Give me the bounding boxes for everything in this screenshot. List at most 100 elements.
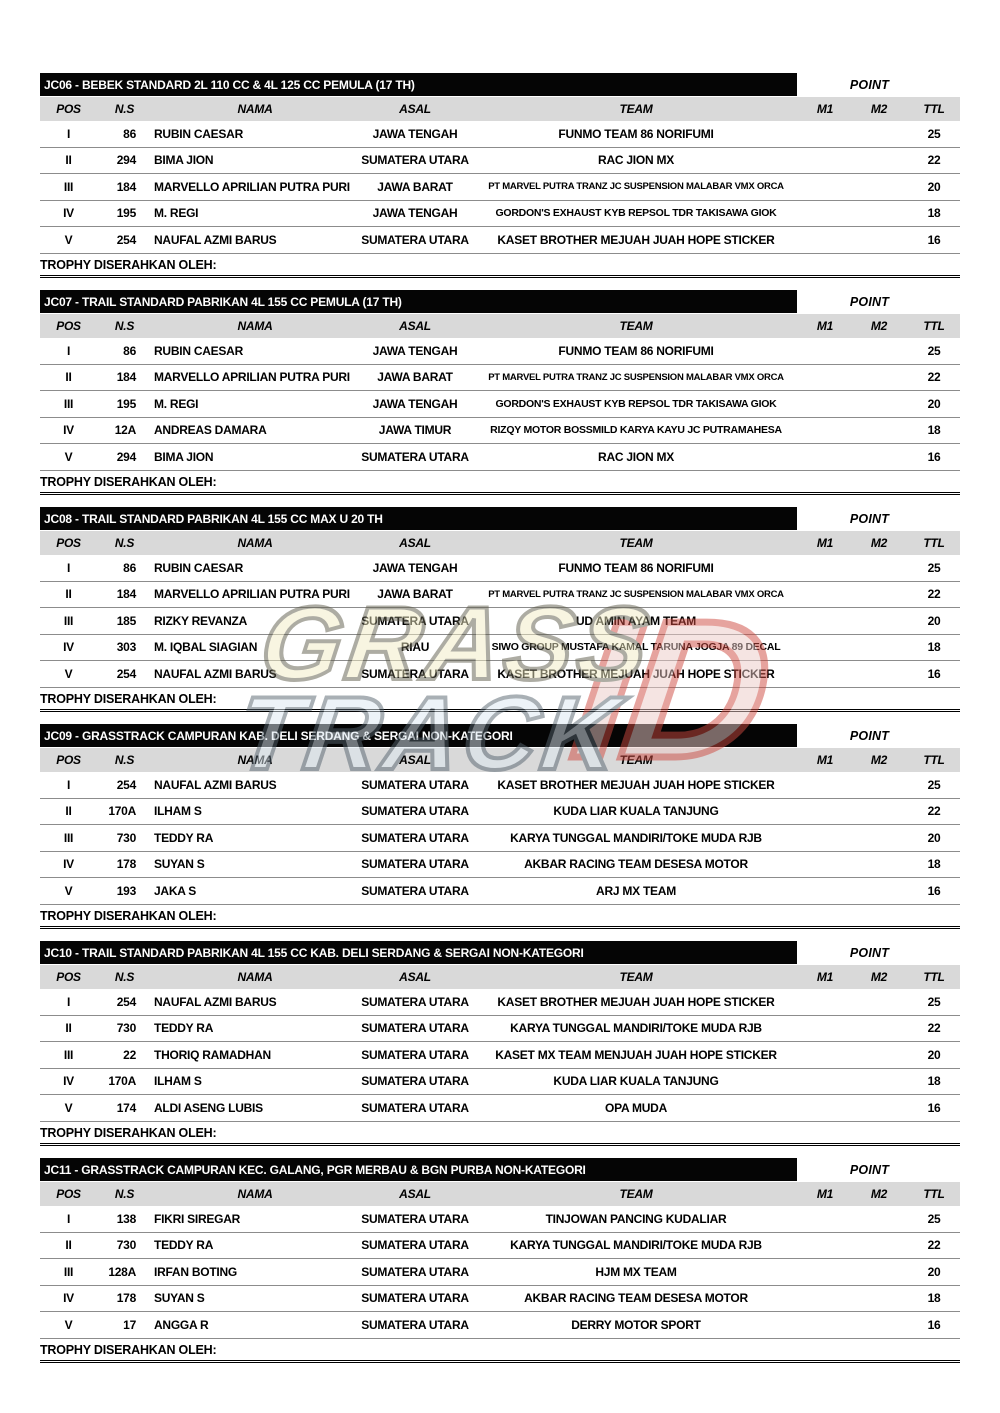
cell-team: KASET BROTHER MEJUAH JUAH HOPE STICKER — [497, 666, 775, 681]
cell-team: RAC JION MX — [598, 153, 674, 168]
cell-team: AKBAR RACING TEAM DESESA MOTOR — [524, 857, 748, 872]
cell-position: I — [66, 126, 71, 141]
cell-position: II — [65, 1238, 72, 1253]
column-header-pos: POS — [56, 970, 81, 984]
column-header-row: POS N.S NAMA ASAL TEAM M1 M2 TTL — [40, 965, 960, 989]
cell-team: KUDA LIAR KUALA TANJUNG — [553, 804, 719, 819]
cell-team: KARYA TUNGGAL MANDIRI/TOKE MUDA RJB — [510, 1238, 762, 1253]
cell-rider-name: MARVELLO APRILIAN PUTRA PURI — [154, 587, 350, 602]
cell-total-points: 20 — [927, 613, 941, 628]
column-header-m1: M1 — [816, 1187, 834, 1201]
cell-rider-name: RUBIN CAESAR — [154, 560, 244, 575]
column-header-asal: ASAL — [399, 319, 431, 333]
cell-start-number: 254 — [116, 232, 137, 247]
cell-total-points: 16 — [927, 449, 941, 464]
cell-origin: SUMATERA UTARA — [361, 613, 469, 628]
point-label: POINT — [849, 294, 890, 309]
category-header-row: JC06 - BEBEK STANDARD 2L 110 CC & 4L 125… — [40, 73, 960, 96]
cell-start-number: 730 — [116, 830, 137, 845]
cell-team: FUNMO TEAM 86 NORIFUMI — [558, 560, 714, 575]
cell-origin: SUMATERA UTARA — [361, 804, 469, 819]
column-header-m2: M2 — [870, 753, 888, 767]
cell-total-points: 18 — [927, 1074, 941, 1089]
column-header-ns: N.S — [114, 102, 135, 116]
column-header-row: POS N.S NAMA ASAL TEAM M1 M2 TTL — [40, 531, 960, 555]
cell-position: V — [64, 666, 73, 681]
column-header-nama: NAMA — [237, 1187, 273, 1201]
cell-team: KUDA LIAR KUALA TANJUNG — [553, 1074, 719, 1089]
cell-total-points: 16 — [927, 666, 941, 681]
cell-origin: SUMATERA UTARA — [361, 857, 469, 872]
cell-rider-name: M. REGI — [154, 206, 199, 221]
cell-team: RAC JION MX — [598, 449, 674, 464]
cell-position: I — [66, 560, 71, 575]
cell-rider-name: TEDDY RA — [154, 830, 214, 845]
cell-total-points: 25 — [927, 560, 941, 575]
column-header-pos: POS — [56, 102, 81, 116]
cell-origin: JAWA BARAT — [377, 587, 453, 602]
cell-origin: SUMATERA UTARA — [361, 153, 469, 168]
cell-origin: JAWA TENGAH — [372, 343, 458, 358]
cell-rider-name: ALDI ASENG LUBIS — [154, 1100, 263, 1115]
cell-rider-name: TEDDY RA — [154, 1021, 214, 1036]
cell-origin: JAWA BARAT — [377, 179, 453, 194]
category-section: JC09 - GRASSTRACK CAMPURAN KAB. DELI SER… — [40, 724, 960, 929]
cell-team: PT MARVEL PUTRA TRANZ JC SUSPENSION MALA… — [488, 181, 784, 193]
cell-origin: JAWA TENGAH — [372, 206, 458, 221]
category-title: JC11 - GRASSTRACK CAMPURAN KEC. GALANG, … — [44, 1162, 586, 1177]
cell-total-points: 22 — [927, 370, 941, 385]
cell-start-number: 730 — [116, 1021, 137, 1036]
cell-total-points: 20 — [927, 830, 941, 845]
cell-rider-name: NAUFAL AZMI BARUS — [154, 777, 277, 792]
cell-origin: SUMATERA UTARA — [361, 1211, 469, 1226]
cell-team: KARYA TUNGGAL MANDIRI/TOKE MUDA RJB — [510, 1021, 762, 1036]
cell-position: I — [66, 994, 71, 1009]
column-header-pos: POS — [56, 1187, 81, 1201]
cell-origin: SUMATERA UTARA — [361, 1047, 469, 1062]
category-title: JC10 - TRAIL STANDARD PABRIKAN 4L 155 CC… — [44, 945, 584, 960]
cell-start-number: 22 — [123, 1047, 136, 1062]
cell-team: HJM MX TEAM — [595, 1264, 677, 1279]
cell-rider-name: M. IQBAL SIAGIAN — [154, 640, 258, 655]
cell-position: III — [63, 179, 74, 194]
column-header-m1: M1 — [816, 536, 834, 550]
column-header-m1: M1 — [816, 319, 834, 333]
cell-team: KASET MX TEAM MENJUAH JUAH HOPE STICKER — [495, 1047, 777, 1062]
cell-origin: SUMATERA UTARA — [361, 666, 469, 681]
cell-position: I — [66, 343, 71, 358]
cell-start-number: 174 — [116, 1100, 137, 1115]
cell-start-number: 185 — [116, 613, 137, 628]
cell-rider-name: FIKRI SIREGAR — [154, 1211, 241, 1226]
cell-start-number: 294 — [116, 153, 137, 168]
result-rows: I 86 RUBIN CAESAR JAWA TENGAH FUNMO TEAM… — [40, 121, 960, 254]
category-header-row: JC08 - TRAIL STANDARD PABRIKAN 4L 155 CC… — [40, 507, 960, 530]
cell-total-points: 18 — [927, 423, 941, 438]
cell-start-number: 170A — [108, 804, 136, 819]
category-title: JC06 - BEBEK STANDARD 2L 110 CC & 4L 125… — [44, 77, 415, 92]
column-header-ns: N.S — [114, 753, 135, 767]
column-header-m1: M1 — [816, 753, 834, 767]
category-title-bar: JC11 - GRASSTRACK CAMPURAN KEC. GALANG, … — [40, 1158, 797, 1181]
result-rows: I 254 NAUFAL AZMI BARUS SUMATERA UTARA K… — [40, 772, 960, 905]
cell-origin: SUMATERA UTARA — [361, 994, 469, 1009]
column-header-nama: NAMA — [237, 970, 273, 984]
cell-origin: SUMATERA UTARA — [361, 1238, 469, 1253]
point-label: POINT — [849, 511, 890, 526]
result-row: V 294 BIMA JION SUMATERA UTARA RAC JION … — [40, 444, 960, 471]
cell-total-points: 25 — [927, 994, 941, 1009]
cell-origin: SUMATERA UTARA — [361, 1264, 469, 1279]
column-header-m1: M1 — [816, 102, 834, 116]
cell-rider-name: SUYAN S — [154, 1291, 205, 1306]
cell-origin: SUMATERA UTARA — [361, 1291, 469, 1306]
column-header-team: TEAM — [619, 536, 653, 550]
category-title: JC07 - TRAIL STANDARD PABRIKAN 4L 155 CC… — [44, 294, 402, 309]
category-title: JC08 - TRAIL STANDARD PABRIKAN 4L 155 CC… — [44, 511, 383, 526]
cell-start-number: 184 — [116, 587, 137, 602]
column-header-team: TEAM — [619, 1187, 653, 1201]
result-row: II 730 TEDDY RA SUMATERA UTARA KARYA TUN… — [40, 1016, 960, 1042]
cell-total-points: 22 — [927, 1238, 941, 1253]
column-header-ttl: TTL — [923, 319, 945, 333]
cell-total-points: 22 — [927, 1021, 941, 1036]
cell-total-points: 18 — [927, 857, 941, 872]
